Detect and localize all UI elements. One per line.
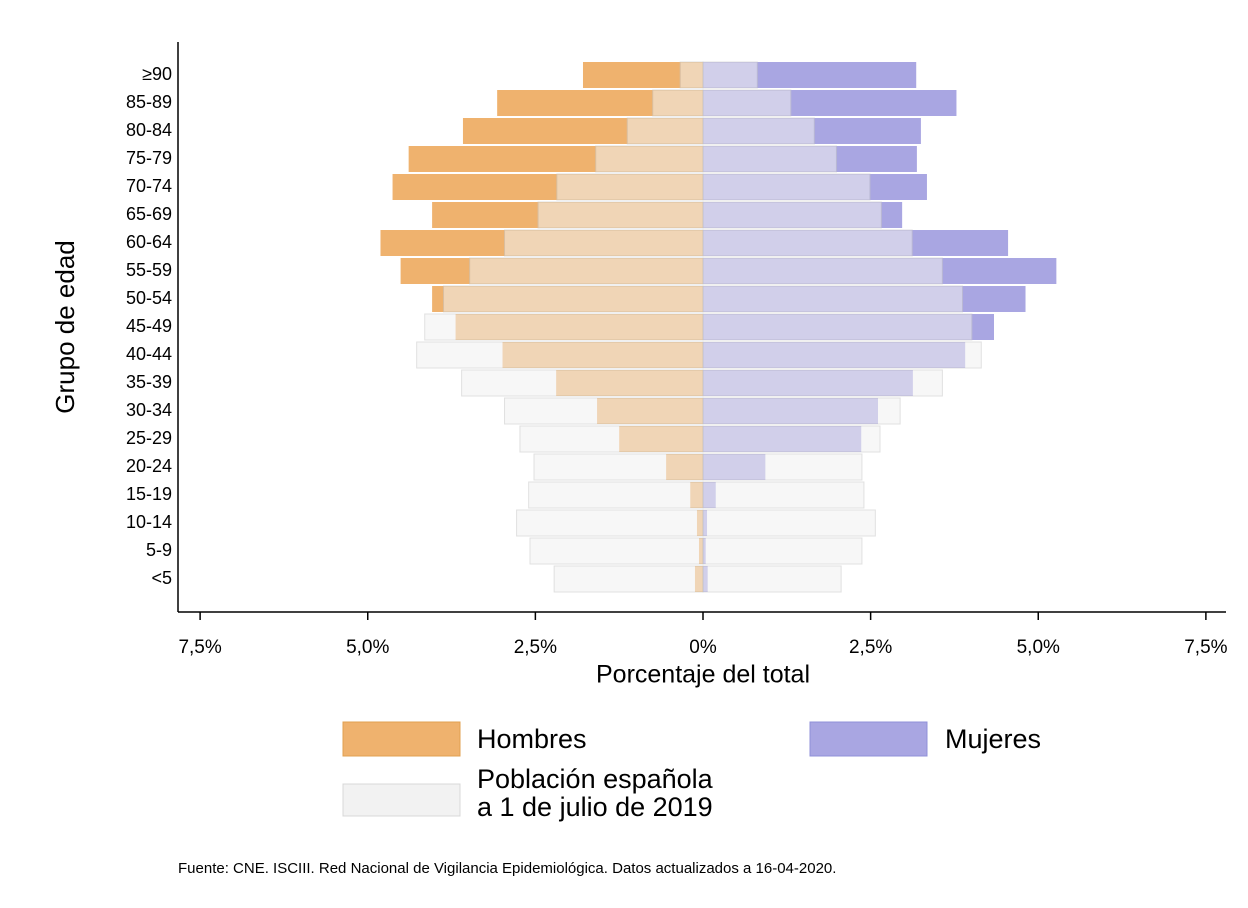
population-bar [519, 425, 704, 453]
x-axis-title: Porcentaje del total [596, 661, 810, 689]
population-bar [443, 285, 704, 313]
y-tick-label: 45-49 [126, 316, 172, 336]
legend-swatch [342, 783, 461, 817]
population-bar [626, 117, 704, 145]
legend-label: Población española [477, 764, 714, 794]
population-bar [537, 201, 704, 229]
x-tick-label: 7,5% [178, 637, 221, 658]
population-bar [461, 369, 704, 397]
population-bar [702, 369, 943, 397]
population-bar [702, 313, 973, 341]
source-note: Fuente: CNE. ISCIII. Red Nacional de Vig… [178, 860, 836, 877]
legend-swatch [342, 721, 461, 757]
population-bar [469, 257, 704, 285]
y-tick-label: 70-74 [126, 176, 172, 196]
y-tick-label: 65-69 [126, 204, 172, 224]
legend-label: Mujeres [945, 724, 1041, 754]
population-bar [702, 425, 881, 453]
y-tick-label: 60-64 [126, 232, 172, 252]
x-tick-label: 5,0% [1017, 637, 1060, 658]
legend-label: a 1 de julio de 2019 [477, 792, 713, 822]
population-bar [424, 313, 704, 341]
y-tick-label: 15-19 [126, 484, 172, 504]
population-bar [533, 453, 704, 481]
population-bar [702, 61, 758, 89]
y-axis-title: Grupo de edad [50, 240, 80, 413]
y-tick-label: 40-44 [126, 344, 172, 364]
y-tick-label: 75-79 [126, 148, 172, 168]
population-bar [529, 537, 704, 565]
population-bar [702, 565, 842, 593]
x-tick-label: 0% [689, 637, 717, 658]
population-bar [553, 565, 704, 593]
y-tick-label: 20-24 [126, 456, 172, 476]
population-bar [702, 509, 876, 537]
y-tick-label: 25-29 [126, 428, 172, 448]
y-tick-label: 80-84 [126, 120, 172, 140]
population-bar [702, 285, 963, 313]
population-bar [702, 397, 901, 425]
population-bar [702, 453, 863, 481]
population-bar [702, 117, 815, 145]
x-tick-label: 2,5% [849, 637, 892, 658]
population-bar [416, 341, 704, 369]
population-bar [702, 341, 982, 369]
x-tick-label: 5,0% [346, 637, 389, 658]
y-tick-label: 35-39 [126, 372, 172, 392]
population-bar [504, 229, 704, 257]
population-bar [702, 201, 882, 229]
population-bar [702, 481, 865, 509]
population-bar [702, 229, 913, 257]
y-tick-label: 85-89 [126, 92, 172, 112]
y-tick-label: 50-54 [126, 288, 172, 308]
population-bar [595, 145, 704, 173]
population-bar [702, 145, 837, 173]
population-bar [516, 509, 704, 537]
y-tick-label: 55-59 [126, 260, 172, 280]
population-bar [556, 173, 704, 201]
y-tick-label: 10-14 [126, 512, 172, 532]
population-bar [652, 89, 704, 117]
population-bar [702, 257, 943, 285]
y-tick-label: ≥90 [142, 64, 172, 84]
y-tick-label: 30-34 [126, 400, 172, 420]
y-tick-label: <5 [151, 568, 172, 588]
legend-swatch [809, 721, 928, 757]
population-bar [504, 397, 704, 425]
x-tick-label: 7,5% [1184, 637, 1227, 658]
population-bar [702, 173, 871, 201]
legend-label: Hombres [477, 724, 587, 754]
y-tick-label: 5-9 [146, 540, 172, 560]
population-bar [528, 481, 704, 509]
population-bar [679, 61, 704, 89]
population-bar [702, 537, 863, 565]
x-tick-label: 2,5% [514, 637, 557, 658]
population-bar [702, 89, 792, 117]
